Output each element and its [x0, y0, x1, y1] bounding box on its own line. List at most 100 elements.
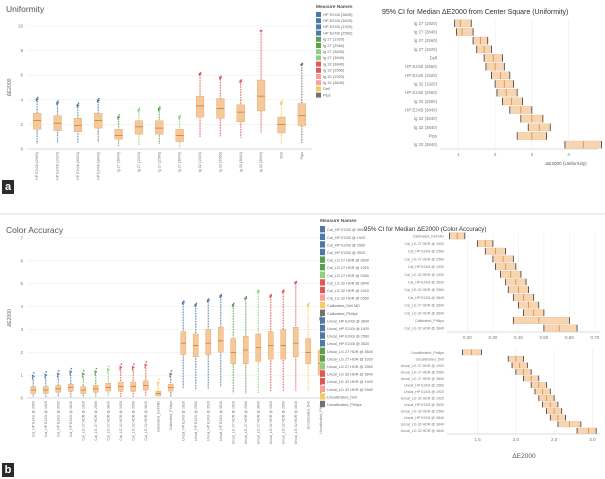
outlier-point	[144, 363, 146, 366]
ci-row: Uncalibrated_Philips	[411, 349, 482, 356]
y-tick-label: 2	[20, 122, 23, 127]
legend-entry: lg 32 (3840)	[323, 80, 345, 85]
outlier-point	[220, 293, 223, 296]
outlier-point	[56, 101, 58, 104]
ci-row: Cal_LG 32 HDR @ 2560	[404, 286, 529, 294]
box-group: lg 32 (2560)	[216, 75, 225, 172]
row-label: Uncal_HP E243i @ 2560	[404, 383, 444, 387]
outlier-point	[281, 102, 283, 104]
legend-entry: Calibrated_Dell MD	[327, 304, 360, 308]
outlier-point	[199, 73, 202, 75]
outlier-point	[94, 373, 96, 376]
ci-bar	[502, 97, 523, 106]
outlier-point	[170, 373, 173, 375]
category-label: lg 32 (1920)	[198, 151, 202, 172]
outlier-point	[240, 79, 243, 81]
box-group: Uncal_HP E243i @ 1920	[180, 300, 187, 441]
x-tick-label: 0.20	[463, 335, 472, 340]
ci-row: Uncal_LG 32 HDR @ 3840	[401, 421, 582, 428]
chart-title: Color Accuracy	[6, 225, 64, 235]
outlier-point	[220, 76, 222, 79]
category-label: lg 27 (3840)	[117, 151, 121, 172]
outlier-point	[58, 369, 60, 372]
box-group: HP E243i (3520)	[73, 102, 82, 180]
legend-entry: lg 32 (2560)	[323, 68, 345, 73]
outlier-point	[138, 107, 141, 109]
outlier-point	[70, 367, 73, 370]
legend-entry: Uncal_LG 32 HDR @ 3840	[327, 373, 373, 377]
panel-label-a: a	[2, 180, 14, 194]
row-label: Uncal_LG 32 HDR @ 2560	[401, 410, 444, 414]
box-group: Cal_LG 32 HDR @ 1920	[117, 363, 124, 441]
outlier-point	[81, 372, 84, 375]
y-tick-label: 6	[20, 73, 23, 78]
outlier-point	[117, 115, 119, 118]
outlier-point	[270, 293, 273, 296]
ci-row: Uncal_HP E243i @ 3520	[404, 401, 559, 408]
ci-row: lg 32 (3840)	[414, 123, 551, 132]
chart-title: Uniformity	[6, 4, 45, 14]
row-label: Cal_HP E243i @ 3520	[408, 281, 444, 285]
x-tick-label: 0.40	[514, 335, 523, 340]
outlier-point	[280, 101, 282, 104]
box-group: HP E243i (2560)	[33, 96, 42, 180]
outlier-point	[159, 105, 161, 108]
row-label: Cal_LG 32 HDR @ 3840	[404, 327, 444, 331]
ci-row: lg 32 (3840)	[414, 114, 544, 123]
legend-swatch	[320, 370, 325, 377]
outlier-point	[283, 289, 285, 292]
legend-entry: Uncalibrated_Dell	[327, 395, 357, 399]
x-tick-label: 4	[567, 152, 570, 157]
outlier-point	[108, 365, 110, 368]
row-label: Uncal_HP E243i @ 1920	[404, 390, 444, 394]
category-label: Cal_HP E243i @ 3520	[56, 401, 60, 437]
outlier-point	[133, 366, 135, 369]
outlier-point	[31, 374, 34, 377]
row-label: HP E243i (1920)	[405, 73, 437, 78]
legend-swatch	[320, 302, 325, 309]
category-label: Uncal_HP E243i @ 3520	[206, 401, 210, 441]
legend-swatch	[320, 264, 325, 271]
legend-swatch	[320, 332, 325, 339]
legend-swatch	[316, 74, 321, 79]
x-tick-label: 1.5	[474, 437, 481, 442]
outlier-point	[259, 29, 262, 32]
outlier-point	[44, 373, 46, 376]
row-label: Uncal_LG 27 HDR @ 1920	[401, 364, 444, 368]
outlier-point	[56, 372, 59, 375]
y-tick-label: 0	[20, 147, 23, 152]
outlier-point	[33, 372, 35, 374]
legend-swatch	[320, 309, 325, 316]
box	[230, 338, 237, 364]
box-group: lg 27 (3840)	[175, 114, 184, 172]
outlier-point	[308, 302, 310, 305]
outlier-point	[244, 297, 246, 299]
box-group: HP E243i (3840)	[94, 97, 103, 180]
box	[155, 120, 164, 135]
box	[195, 95, 205, 118]
category-label: lg 32 (3840)	[259, 151, 263, 172]
legend-entry: Uncal_LG 32 HDR @ 1920	[327, 380, 373, 384]
outlier-point	[178, 118, 180, 120]
category-label: HP E243i (2560)	[35, 151, 39, 180]
outlier-point	[44, 375, 46, 377]
legend-swatch	[320, 393, 325, 400]
row-label: Cal_LG 27 HDR @ 2560	[404, 257, 444, 261]
row-label: Cal_HP E243i @ 2560	[408, 250, 444, 254]
legend-swatch	[320, 226, 325, 233]
box-group: Cal_LG 27 HDR @ 2560	[92, 367, 99, 441]
box	[114, 129, 123, 140]
outlier-point	[56, 375, 59, 378]
outlier-point	[77, 104, 80, 107]
x-axis-label: ΔE2000	[512, 453, 536, 460]
outlier-point	[69, 371, 71, 374]
color-accuracy-boxplot: Color Accuracy ΔE2000 0 1 2 3 4 5 6 7 Cal_HP E243i…	[6, 218, 373, 444]
outlier-point	[77, 102, 80, 105]
ci-row: Uncal_HP E243i @ 1920	[404, 388, 551, 395]
legend-swatch	[316, 55, 321, 61]
outlier-point	[281, 100, 283, 102]
category-label: Cal_HP E243i @ 3840	[69, 401, 73, 437]
outlier-point	[270, 295, 273, 297]
legend-entry: Calibrated_Philips	[327, 312, 358, 316]
outlier-point	[45, 374, 48, 376]
